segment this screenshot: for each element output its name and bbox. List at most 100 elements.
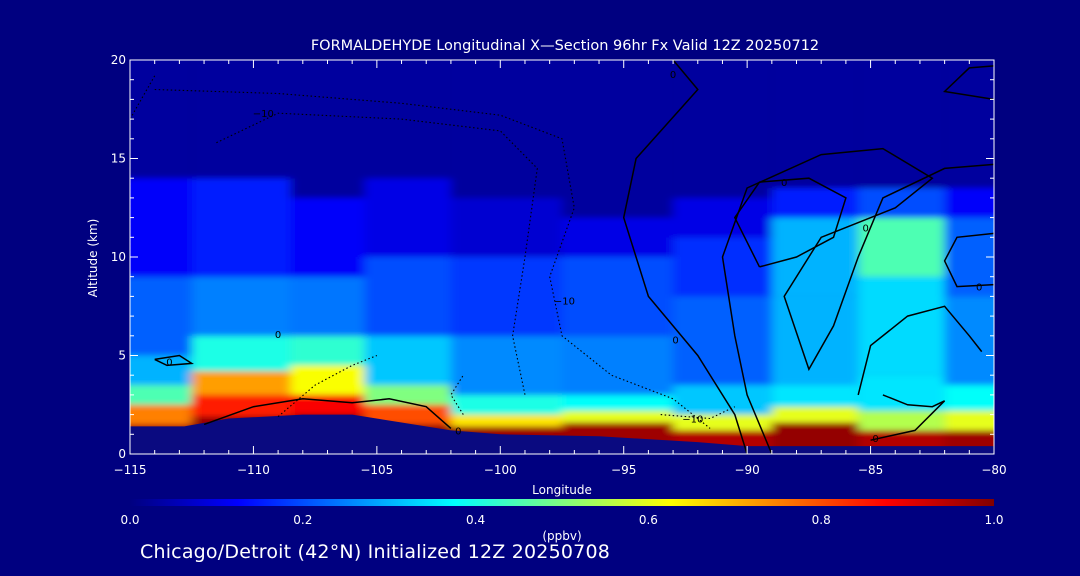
y-tick-label: 5 [118, 349, 126, 363]
field-cell [191, 371, 291, 395]
field-cell [130, 404, 192, 425]
contour-line-solid [942, 65, 994, 101]
contour-line-solid [857, 305, 983, 396]
field-cell [290, 335, 365, 366]
field-cell [290, 197, 365, 277]
contour-line-solid [943, 232, 994, 288]
y-axis-label: Altitude (km) [86, 219, 100, 298]
field-cell [771, 385, 859, 407]
field-cell [858, 276, 945, 376]
field-cell [673, 60, 772, 198]
x-tick-label: −80 [981, 463, 1006, 477]
colorbar: 0.0 0.2 0.4 0.6 0.8 1.0 (ppbv) [120, 499, 1004, 543]
y-axis: 0 5 10 15 20 [111, 53, 994, 461]
field-cell [673, 197, 772, 238]
field-cell [673, 296, 772, 386]
field-cell [562, 60, 674, 218]
y-tick-label: 0 [118, 447, 126, 461]
field-cell [191, 178, 291, 277]
field-cell [562, 335, 674, 395]
field-cell [944, 410, 994, 431]
field-cell [364, 178, 451, 257]
field-cell [450, 197, 562, 257]
colorbar-label: (ppbv) [542, 529, 581, 543]
contour-label: 0 [275, 330, 281, 341]
field-cell [771, 60, 859, 189]
field-cell [944, 188, 994, 218]
field-cell [562, 394, 674, 411]
contour-label: 0 [862, 223, 868, 234]
contour-label: 0 [166, 357, 172, 368]
field-cell [130, 385, 192, 405]
colorbar-tick-label: 0.8 [812, 513, 831, 527]
field-cell [673, 385, 772, 415]
field-cell [858, 60, 945, 189]
colorbar-tick-label: 1.0 [984, 513, 1003, 527]
field-cell [771, 296, 859, 386]
y-tick-label: 15 [111, 152, 126, 166]
x-axis-label: Longitude [532, 483, 592, 497]
chart-title: FORMALDEHYDE Longitudinal X—Section 96hr… [311, 38, 819, 54]
field-cell [771, 188, 859, 218]
field-cell [562, 217, 674, 257]
field-cell [130, 355, 192, 386]
terrain-mask [130, 414, 994, 454]
field-cell [450, 394, 562, 415]
contour-label: 0 [670, 70, 676, 81]
contour-line-solid [622, 60, 748, 454]
field-cell [130, 276, 192, 356]
field-cell [191, 60, 291, 179]
contour-line-dotted [660, 406, 736, 420]
field-cell [290, 60, 365, 198]
field-cell [450, 60, 562, 198]
field-cell [191, 276, 291, 336]
field-cell [944, 217, 994, 297]
contour-line-solid [870, 394, 946, 441]
contour-label: −10 [554, 296, 575, 307]
concentration-field [130, 60, 994, 454]
field-cell [130, 60, 192, 179]
x-tick-label: −105 [360, 463, 393, 477]
field-cell [364, 385, 451, 405]
footer-caption: Chicago/Detroit (42°N) Initialized 12Z 2… [140, 541, 611, 563]
contour-line-solid [733, 177, 847, 268]
contour-line-dotted [130, 75, 156, 257]
y-tick-label: 10 [111, 250, 126, 264]
x-tick-label: −100 [484, 463, 517, 477]
field-cell [290, 276, 365, 336]
contour-label: 0 [672, 336, 678, 347]
contour-line-solid [203, 398, 452, 429]
colorbar-gradient [130, 499, 994, 506]
field-cell [364, 335, 451, 386]
contour-line-solid [154, 354, 194, 367]
colorbar-tick-label: 0.0 [120, 513, 139, 527]
contour-label: 0 [872, 434, 878, 445]
contour-label: −10 [682, 415, 703, 426]
field-cell [450, 414, 562, 427]
contour-line-dotted [277, 354, 378, 418]
field-cell [858, 410, 945, 431]
contour-line-dotted [216, 112, 538, 396]
colorbar-tick-label: 0.4 [466, 513, 485, 527]
x-axis: −115 −110 −105 −100 −95 −90 −85 −80 [114, 60, 1007, 477]
contour-label: 0 [976, 283, 982, 294]
field-cell [130, 178, 192, 277]
field-cell [191, 394, 291, 417]
field-cell [771, 217, 859, 297]
field-cell [191, 335, 291, 372]
field-cell [364, 60, 451, 179]
contour-label: −10 [253, 109, 274, 120]
field-cell [771, 406, 859, 423]
field-cell [562, 257, 674, 336]
field-cell [944, 385, 994, 411]
field-cell [562, 410, 674, 423]
field-cell [673, 237, 772, 297]
field-cell [944, 296, 994, 386]
field-cell [364, 257, 451, 336]
x-tick-label: −115 [114, 463, 147, 477]
colorbar-tick-label: 0.2 [293, 513, 312, 527]
contour-line-solid [721, 147, 994, 454]
field-cell [290, 394, 365, 415]
